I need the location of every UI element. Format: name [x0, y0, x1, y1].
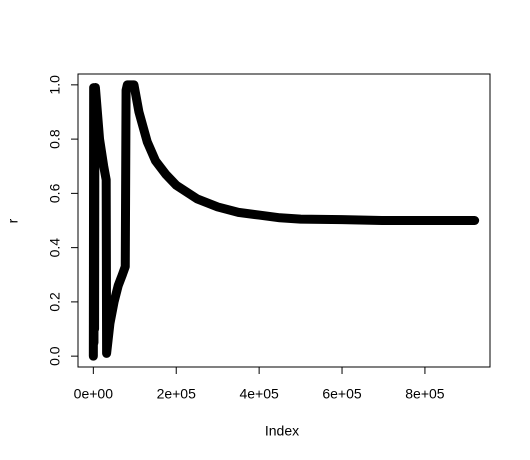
y-tick-label: 0.2	[47, 292, 63, 312]
y-tick-label: 0.0	[47, 346, 63, 366]
y-tick-label: 1.0	[47, 75, 63, 95]
x-tick-label: 6e+05	[322, 386, 362, 402]
y-tick-label: 0.8	[47, 129, 63, 149]
y-tick-label: 0.6	[47, 183, 63, 203]
x-tick-label: 2e+05	[157, 386, 197, 402]
x-tick-label: 8e+05	[405, 386, 445, 402]
x-tick-label: 0e+00	[74, 386, 114, 402]
y-tick-label: 0.4	[47, 238, 63, 258]
y-axis-label: r	[5, 218, 21, 223]
data-line	[88, 80, 480, 361]
x-tick-label: 4e+05	[239, 386, 279, 402]
x-axis-label: Index	[265, 423, 299, 439]
